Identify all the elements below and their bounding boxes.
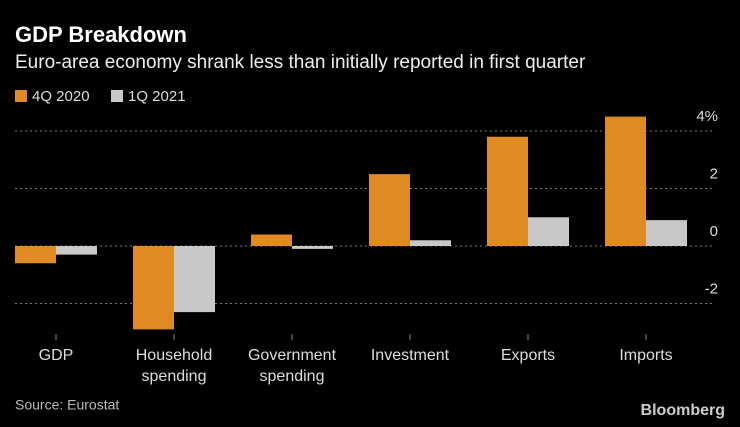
legend-label: 4Q 2020 (32, 88, 90, 105)
bar (15, 246, 56, 264)
bar (292, 246, 333, 249)
bar (528, 217, 569, 246)
x-tick-label: Investment (370, 347, 450, 364)
bar (410, 240, 451, 246)
legend-label: 1Q 2021 (128, 88, 186, 105)
legend-swatch (15, 90, 27, 102)
y-tick-label: 2 (710, 165, 718, 182)
x-tick-label: Imports (619, 347, 673, 364)
y-tick-label: -2 (705, 280, 718, 297)
y-tick-label: 4% (696, 108, 718, 125)
x-tick-label: Government spending (247, 347, 337, 385)
bar (605, 116, 646, 246)
legend-swatch (111, 90, 123, 102)
source: Source: Eurostat (15, 397, 119, 413)
x-tick-label: Household spending (135, 347, 213, 385)
bar (369, 174, 410, 246)
bar (133, 246, 174, 330)
bar (251, 234, 292, 246)
chart-title: GDP Breakdown (15, 22, 187, 47)
bar (56, 246, 97, 255)
bar (487, 136, 528, 246)
brand: Bloomberg (641, 402, 725, 419)
bar (646, 220, 687, 246)
chart-subtitle: Euro-area economy shrank less than initi… (15, 52, 586, 73)
y-tick-label: 0 (710, 223, 718, 240)
x-tick-label: Exports (500, 347, 556, 364)
x-tick-label: GDP (38, 347, 74, 364)
bar (174, 246, 215, 313)
